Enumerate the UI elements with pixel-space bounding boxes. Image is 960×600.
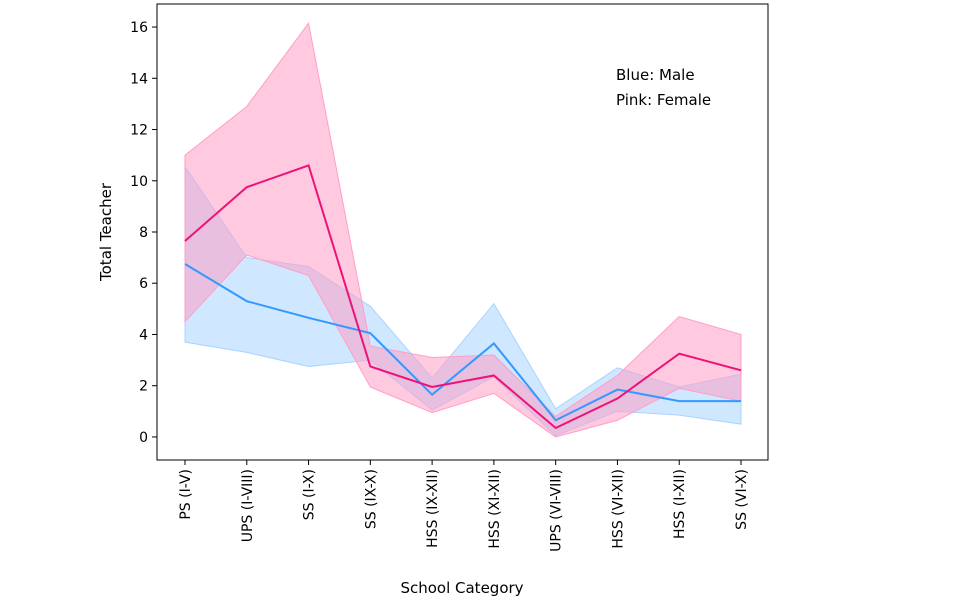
- y-tick-label: 8: [139, 225, 148, 241]
- x-tick-label: SS (VI-X): [734, 469, 750, 530]
- y-axis: 0 2 4 6 8 10 12 14 16: [130, 20, 157, 446]
- x-tick-label: PS (I-V): [178, 469, 194, 520]
- annotation-male: Blue: Male: [616, 66, 695, 84]
- y-tick-label: 12: [130, 123, 148, 139]
- x-tick-label: HSS (XI-XII): [487, 469, 503, 549]
- x-axis: PS (I-V) UPS (I-VIII) SS (I-X) SS (IX-X) HSS…: [178, 460, 750, 552]
- confidence-bands: [184, 22, 742, 438]
- x-tick-label: HSS (I-XII): [672, 469, 688, 539]
- x-tick-label: HSS (VI-XII): [610, 469, 626, 549]
- x-tick-label: SS (IX-X): [363, 469, 379, 529]
- y-axis-label: Total Teacher: [97, 182, 115, 282]
- series-0-line: [184, 263, 741, 422]
- x-tick-label: SS (I-X): [302, 469, 318, 520]
- series-1-line: [184, 164, 742, 430]
- x-tick-label: UPS (VI-VIII): [549, 469, 565, 552]
- y-tick-label: 2: [139, 379, 148, 395]
- series-lines: [184, 164, 742, 430]
- x-tick-label: UPS (I-VIII): [240, 469, 256, 542]
- y-tick-label: 16: [130, 20, 148, 36]
- annotation-female: Pink: Female: [616, 91, 711, 109]
- y-tick-label: 10: [130, 174, 148, 190]
- y-tick-label: 0: [139, 430, 148, 446]
- x-tick-label: HSS (IX-XII): [425, 469, 441, 548]
- series-1-band: [184, 22, 742, 438]
- y-tick-label: 4: [139, 327, 148, 343]
- y-tick-label: 14: [130, 71, 148, 87]
- x-axis-label: School Category: [400, 579, 523, 597]
- y-tick-label: 6: [139, 276, 148, 292]
